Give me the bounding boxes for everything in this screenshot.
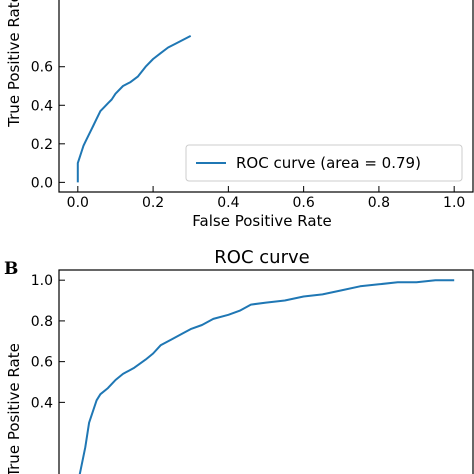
panel-a-legend: ROC curve (area = 0.79)	[185, 144, 463, 182]
panel-a-y-tick-label: 0.2	[31, 137, 53, 153]
panel-b-curve-layer	[78, 279, 455, 474]
panel-b-roc-curve-line	[78, 279, 455, 474]
panel-a-x-tick-label: 0.6	[293, 195, 315, 211]
panel-a-x-tick-label: 0.2	[142, 195, 164, 211]
panel-a-x-tick-label: 1.0	[443, 195, 465, 211]
panel-a-x-tick-label: 0.0	[67, 195, 89, 211]
panel-a-y-tick-label: 0.0	[31, 175, 53, 191]
panel-a-y-tick-label: 0.6	[31, 60, 53, 76]
panel-a-curve-layer	[76, 35, 192, 183]
panel-b-y-tick-label: 0.8	[31, 314, 53, 330]
panel-a-axes-frame	[58, 0, 474, 193]
panel-b-y-tick-label: 0.6	[31, 355, 53, 371]
panel-b-title: ROC curve	[214, 247, 309, 268]
panel-b-y-tick-label: 1.0	[31, 273, 53, 289]
panel-b-roc-plot: B ROC curve 0.4 0.6 0.8 1.0 True Positive R…	[4, 247, 474, 474]
panel-a-x-tick-label: 0.4	[217, 195, 239, 211]
panel-a-y-tick-label: 0.4	[31, 98, 53, 114]
panel-b-y-ticks: 0.4 0.6 0.8 1.0	[31, 273, 65, 411]
panel-a-y-axis-label: True Positive Rate	[5, 0, 23, 128]
panel-a-x-ticks: 0.0 0.2 0.4 0.6 0.8 1.0	[67, 186, 465, 211]
panel-b-y-tick-label: 0.4	[31, 395, 53, 411]
legend-box	[185, 144, 463, 182]
panel-b-letter: B	[4, 259, 18, 279]
panel-b-y-axis-label: True Positive Rate	[5, 343, 23, 474]
panel-a-roc-plot: 0.0 0.2 0.4 0.6 0.8 1.0 0.0 0.2 0.4 0.6 False Po…	[5, 0, 474, 230]
legend-entry-roc: ROC curve (area = 0.79)	[236, 154, 421, 172]
panel-b-axes-frame	[58, 269, 474, 474]
panel-a-y-ticks: 0.0 0.2 0.4 0.6	[31, 60, 65, 191]
panel-a-x-axis-label: False Positive Rate	[192, 212, 331, 230]
panel-a-roc-curve-line	[76, 35, 192, 183]
panel-a-x-tick-label: 0.8	[368, 195, 390, 211]
